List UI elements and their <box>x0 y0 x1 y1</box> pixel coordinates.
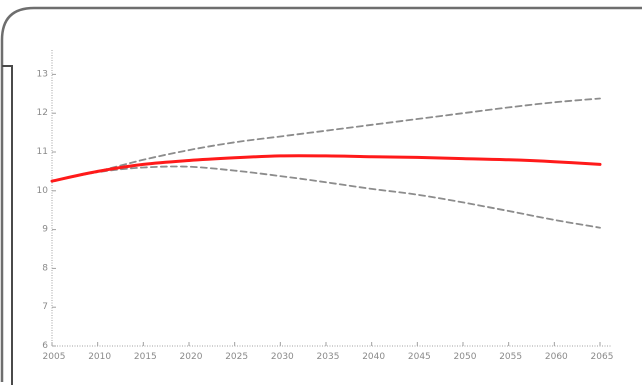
x-tick-label: 2040 <box>362 352 385 362</box>
x-tick-label: 2010 <box>88 352 111 362</box>
x-tick-label: 2005 <box>43 352 66 362</box>
x-tick-label: 2045 <box>408 352 431 362</box>
x-tick-label: 2025 <box>225 352 248 362</box>
y-tick-label: 10 <box>37 186 49 196</box>
series-line-solid <box>50 154 602 183</box>
x-tick-label: 2065 <box>591 352 614 362</box>
y-tick-label: 6 <box>42 341 48 351</box>
x-tick-label: 2020 <box>180 352 203 362</box>
x-tick-label: 2015 <box>134 352 157 362</box>
x-tick-label: 2050 <box>454 352 477 362</box>
x-tick-label: 2030 <box>271 352 294 362</box>
y-tick-label: 7 <box>42 302 48 312</box>
panel-border <box>0 6 642 382</box>
y-tick-label: 13 <box>37 69 48 79</box>
axes: 6 7 8 9 10 11 12 13 2005 2010 2015 2020 2025 2030 2035… <box>37 50 614 362</box>
left-bracket <box>2 65 13 385</box>
x-tick-label: 2055 <box>499 352 522 362</box>
y-tick-label: 11 <box>37 147 48 157</box>
y-tick-label: 12 <box>37 108 48 118</box>
series-layer <box>50 97 602 229</box>
y-tick-label: 8 <box>42 263 48 273</box>
x-tick-label: 2035 <box>317 352 340 362</box>
series-line-dashed <box>51 165 601 229</box>
series-line-dashed <box>51 97 601 182</box>
y-tick-label: 9 <box>42 225 48 235</box>
x-tick-label: 2060 <box>545 352 568 362</box>
